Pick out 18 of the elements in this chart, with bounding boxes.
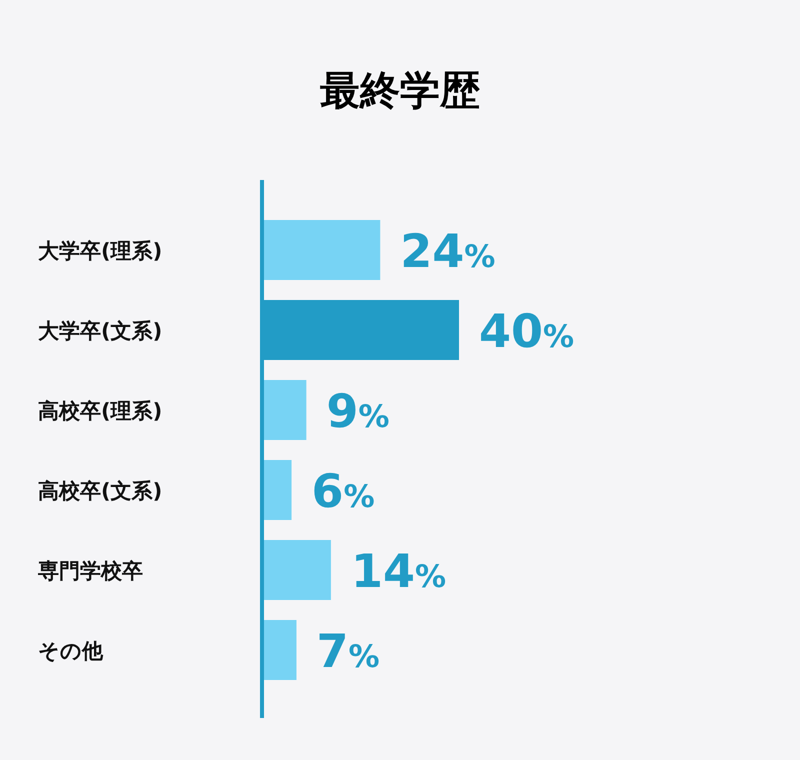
y-tick-label: 大学卒(理系) — [38, 239, 162, 263]
data-label: 9% — [326, 384, 390, 438]
chart-title: 最終学歴 — [320, 68, 480, 114]
bar — [262, 460, 292, 520]
y-tick-label: 大学卒(文系) — [38, 319, 162, 343]
bar — [262, 540, 331, 600]
data-label: 24% — [400, 224, 496, 278]
data-label: 6% — [312, 464, 375, 518]
data-label: 40% — [479, 304, 574, 358]
bar — [262, 220, 380, 280]
y-tick-label: その他 — [38, 639, 104, 663]
bar — [262, 380, 306, 440]
y-tick-label: 高校卒(理系) — [38, 399, 162, 423]
y-tick-label: 専門学校卒 — [37, 559, 143, 583]
data-label: 14% — [350, 544, 446, 598]
data-label: 7% — [316, 624, 380, 678]
bar — [262, 620, 296, 680]
y-tick-label: 高校卒(文系) — [38, 479, 162, 503]
